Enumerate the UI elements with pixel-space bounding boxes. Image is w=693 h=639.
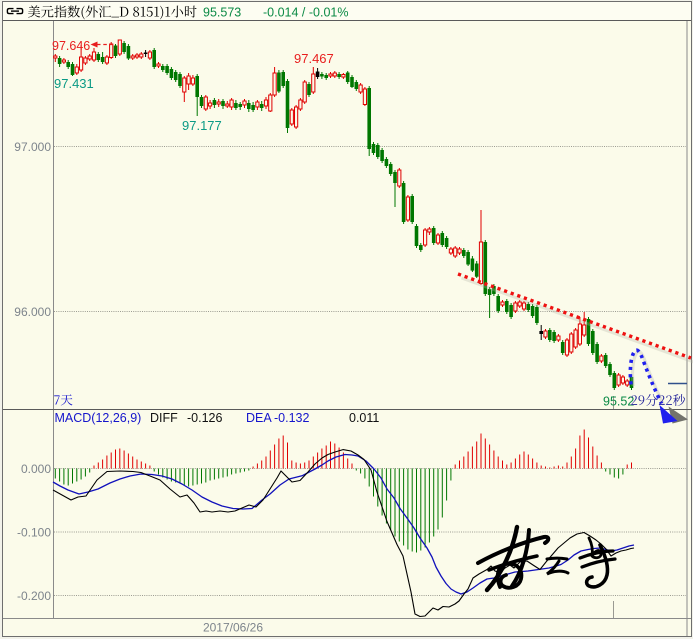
svg-text:DIFF: DIFF — [150, 411, 178, 425]
svg-text:-0.014 / -0.01%: -0.014 / -0.01% — [263, 6, 348, 20]
svg-text:97.000: 97.000 — [14, 140, 51, 154]
svg-text:MACD(12,26,9): MACD(12,26,9) — [55, 411, 142, 425]
svg-text:0.000: 0.000 — [21, 462, 51, 476]
svg-text:95.52: 95.52 — [603, 395, 634, 409]
svg-text:-0.100: -0.100 — [17, 526, 51, 540]
svg-text:97.646: 97.646 — [52, 39, 90, 53]
svg-text:-0.126: -0.126 — [187, 411, 222, 425]
svg-text:97.177: 97.177 — [182, 118, 222, 133]
svg-text:-0.200: -0.200 — [17, 589, 51, 603]
svg-text:97.431: 97.431 — [54, 76, 94, 91]
svg-text:96.000: 96.000 — [14, 305, 51, 319]
svg-text:DEA: DEA — [246, 411, 272, 425]
svg-text:-0.132: -0.132 — [274, 411, 309, 425]
svg-text:2017/06/26: 2017/06/26 — [203, 621, 263, 635]
svg-text:95.573: 95.573 — [203, 6, 241, 20]
svg-text:97.467: 97.467 — [294, 51, 334, 66]
svg-text:0.011: 0.011 — [349, 411, 379, 425]
